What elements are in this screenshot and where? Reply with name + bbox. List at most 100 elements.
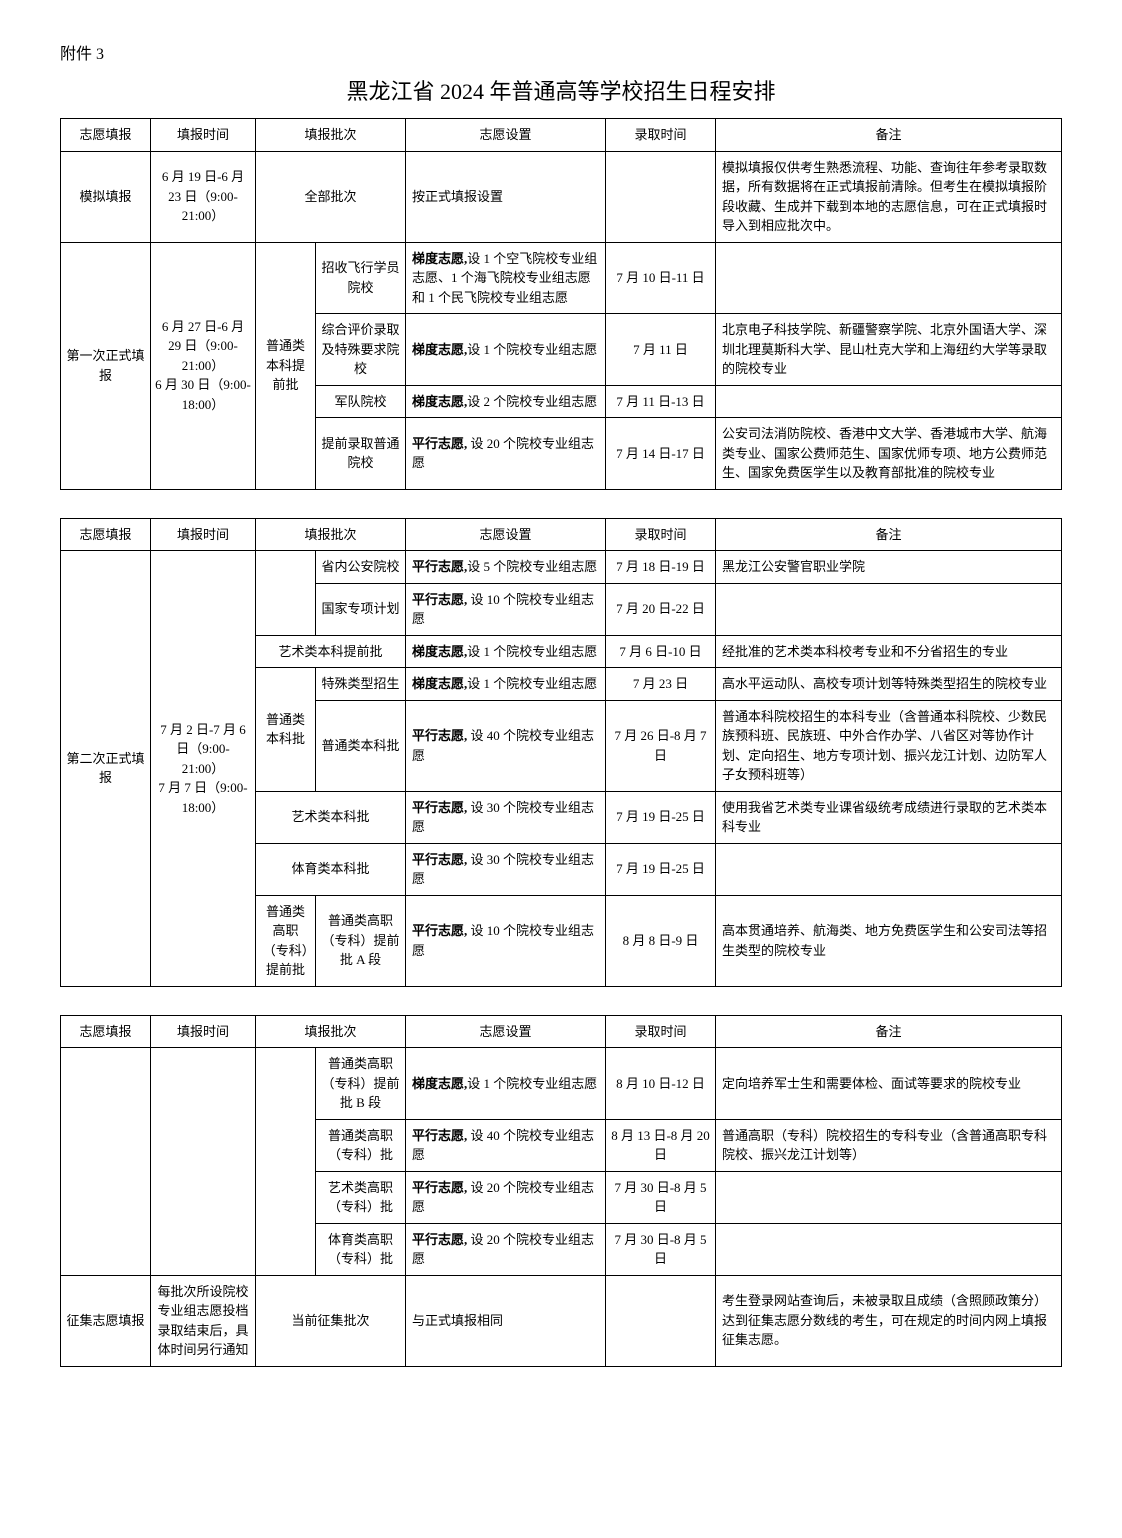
- stage-cell: 第二次正式填报: [61, 551, 151, 987]
- setting-cell: 平行志愿, 设 10 个院校专业组志愿: [406, 583, 606, 635]
- note-cell: 模拟填报仅供考生熟悉流程、功能、查询往年参考录取数据，所有数据将在正式填报前清除…: [716, 151, 1062, 242]
- admit-cell: 7 月 6 日-10 日: [606, 635, 716, 668]
- note-cell: 黑龙江公安警官职业学院: [716, 551, 1062, 584]
- setting-cell: 平行志愿, 设 20 个院校专业组志愿: [406, 1223, 606, 1275]
- batch-cell: 当前征集批次: [256, 1275, 406, 1366]
- note-cell: [716, 1223, 1062, 1275]
- batch-cell: 艺术类本科批: [256, 791, 406, 843]
- setting-cell: 平行志愿,设 5 个院校专业组志愿: [406, 551, 606, 584]
- stage-cell: 征集志愿填报: [61, 1275, 151, 1366]
- batch-cell: 特殊类型招生: [316, 668, 406, 701]
- note-cell: [716, 843, 1062, 895]
- stage-cell: 第一次正式填报: [61, 242, 151, 489]
- header-col5: 录取时间: [606, 518, 716, 551]
- note-cell: 普通高职（专科）院校招生的专科专业（含普通高职专科院校、振兴龙江计划等）: [716, 1119, 1062, 1171]
- setting-cell: 平行志愿, 设 10 个院校专业组志愿: [406, 895, 606, 986]
- admit-cell: 8 月 13 日-8 月 20 日: [606, 1119, 716, 1171]
- schedule-table-3: 志愿填报 填报时间 填报批次 志愿设置 录取时间 备注 普通类高职（专科）提前批…: [60, 1015, 1062, 1367]
- batch-cell: 普通类高职（专科）提前批 B 段: [316, 1048, 406, 1120]
- note-cell: 高本贯通培养、航海类、地方免费医学生和公安司法等招生类型的院校专业: [716, 895, 1062, 986]
- setting-cell: 梯度志愿,设 1 个院校专业组志愿: [406, 668, 606, 701]
- note-cell: [716, 1171, 1062, 1223]
- batch-cell: 体育类本科批: [256, 843, 406, 895]
- batch-group-cell: [256, 551, 316, 636]
- admit-cell: 7 月 30 日-8 月 5 日: [606, 1171, 716, 1223]
- batch-cell: 提前录取普通院校: [316, 418, 406, 490]
- setting-cell: 梯度志愿,设 1 个空飞院校专业组志愿、1 个海飞院校专业组志愿和 1 个民飞院…: [406, 242, 606, 314]
- batch-cell: 普通类高职（专科）提前批 A 段: [316, 895, 406, 986]
- header-col1: 志愿填报: [61, 119, 151, 152]
- batch-cell: 军队院校: [316, 385, 406, 418]
- setting-cell: 平行志愿, 设 40 个院校专业组志愿: [406, 1119, 606, 1171]
- batch-group-cell: [256, 1048, 316, 1276]
- time-cell: 6 月 27 日-6 月 29 日（9:00-21:00）6 月 30 日（9:…: [151, 242, 256, 489]
- batch-cell: 国家专项计划: [316, 583, 406, 635]
- note-cell: 定向培养军士生和需要体检、面试等要求的院校专业: [716, 1048, 1062, 1120]
- header-col2: 填报时间: [151, 119, 256, 152]
- time-cell: [151, 1048, 256, 1276]
- attachment-label: 附件 3: [60, 40, 1062, 64]
- note-cell: 公安司法消防院校、香港中文大学、香港城市大学、航海类专业、国家公费师范生、国家优…: [716, 418, 1062, 490]
- batch-cell: 综合评价录取及特殊要求院校: [316, 314, 406, 386]
- admit-cell: 7 月 18 日-19 日: [606, 551, 716, 584]
- header-row: 志愿填报 填报时间 填报批次 志愿设置 录取时间 备注: [61, 518, 1062, 551]
- note-cell: [716, 242, 1062, 314]
- header-col6: 备注: [716, 1015, 1062, 1048]
- header-col1: 志愿填报: [61, 518, 151, 551]
- note-cell: 高水平运动队、高校专项计划等特殊类型招生的院校专业: [716, 668, 1062, 701]
- batch-cell: 普通类高职（专科）批: [316, 1119, 406, 1171]
- note-cell: [716, 385, 1062, 418]
- admit-cell: 7 月 23 日: [606, 668, 716, 701]
- table-row: 普通类高职（专科）提前批 B 段 梯度志愿,设 1 个院校专业组志愿 8 月 1…: [61, 1048, 1062, 1120]
- batch-cell: 普通类本科批: [316, 700, 406, 791]
- setting-cell: 平行志愿, 设 20 个院校专业组志愿: [406, 418, 606, 490]
- setting-cell: 按正式填报设置: [406, 151, 606, 242]
- header-col6: 备注: [716, 518, 1062, 551]
- admit-cell: 7 月 19 日-25 日: [606, 791, 716, 843]
- batch-cell: 艺术类本科提前批: [256, 635, 406, 668]
- batch-cell: 体育类高职（专科）批: [316, 1223, 406, 1275]
- schedule-table-2: 志愿填报 填报时间 填报批次 志愿设置 录取时间 备注 第二次正式填报 7 月 …: [60, 518, 1062, 987]
- setting-cell: 平行志愿, 设 30 个院校专业组志愿: [406, 843, 606, 895]
- admit-cell: 8 月 10 日-12 日: [606, 1048, 716, 1120]
- admit-cell: [606, 1275, 716, 1366]
- setting-cell: 平行志愿, 设 40 个院校专业组志愿: [406, 700, 606, 791]
- header-col1: 志愿填报: [61, 1015, 151, 1048]
- batch-cell: 招收飞行学员院校: [316, 242, 406, 314]
- header-col5: 录取时间: [606, 1015, 716, 1048]
- header-row: 志愿填报 填报时间 填报批次 志愿设置 录取时间 备注: [61, 1015, 1062, 1048]
- admit-cell: [606, 151, 716, 242]
- admit-cell: 7 月 11 日-13 日: [606, 385, 716, 418]
- time-cell: 6 月 19 日-6 月 23 日（9:00-21:00）: [151, 151, 256, 242]
- admit-cell: 8 月 8 日-9 日: [606, 895, 716, 986]
- header-col2: 填报时间: [151, 1015, 256, 1048]
- setting-cell: 平行志愿, 设 30 个院校专业组志愿: [406, 791, 606, 843]
- header-col4: 志愿设置: [406, 518, 606, 551]
- setting-cell: 梯度志愿,设 2 个院校专业组志愿: [406, 385, 606, 418]
- header-col4: 志愿设置: [406, 1015, 606, 1048]
- setting-cell: 梯度志愿,设 1 个院校专业组志愿: [406, 314, 606, 386]
- batch-cell: 全部批次: [256, 151, 406, 242]
- admit-cell: 7 月 10 日-11 日: [606, 242, 716, 314]
- batch-group-cell: 普通类本科提前批: [256, 242, 316, 489]
- batch-group-cell: 普通类高职（专科）提前批: [256, 895, 316, 986]
- stage-cell: 模拟填报: [61, 151, 151, 242]
- table-row: 模拟填报 6 月 19 日-6 月 23 日（9:00-21:00） 全部批次 …: [61, 151, 1062, 242]
- note-cell: [716, 583, 1062, 635]
- header-col3: 填报批次: [256, 518, 406, 551]
- note-cell: 经批准的艺术类本科校考专业和不分省招生的专业: [716, 635, 1062, 668]
- stage-cell: [61, 1048, 151, 1276]
- setting-cell: 与正式填报相同: [406, 1275, 606, 1366]
- admit-cell: 7 月 20 日-22 日: [606, 583, 716, 635]
- table-row: 征集志愿填报 每批次所设院校专业组志愿投档录取结束后，具体时间另行通知 当前征集…: [61, 1275, 1062, 1366]
- note-cell: 考生登录网站查询后，未被录取且成绩（含照顾政策分）达到征集志愿分数线的考生，可在…: [716, 1275, 1062, 1366]
- note-cell: 普通本科院校招生的本科专业（含普通本科院校、少数民族预科班、民族班、中外合作办学…: [716, 700, 1062, 791]
- admit-cell: 7 月 19 日-25 日: [606, 843, 716, 895]
- header-col3: 填报批次: [256, 1015, 406, 1048]
- time-cell: 7 月 2 日-7 月 6 日（9:00-21:00）7 月 7 日（9:00-…: [151, 551, 256, 987]
- header-col2: 填报时间: [151, 518, 256, 551]
- setting-cell: 平行志愿, 设 20 个院校专业组志愿: [406, 1171, 606, 1223]
- schedule-table-1: 志愿填报 填报时间 填报批次 志愿设置 录取时间 备注 模拟填报 6 月 19 …: [60, 118, 1062, 490]
- time-cell: 每批次所设院校专业组志愿投档录取结束后，具体时间另行通知: [151, 1275, 256, 1366]
- batch-cell: 艺术类高职（专科）批: [316, 1171, 406, 1223]
